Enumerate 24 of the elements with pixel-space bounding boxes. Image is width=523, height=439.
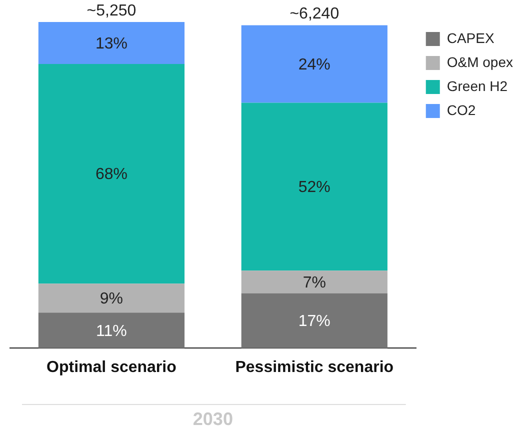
bar	[38, 22, 185, 64]
legend-label: CO2	[446, 102, 476, 118]
bar	[38, 312, 185, 348]
data-label: 24%	[298, 56, 330, 74]
data-label: 9%	[100, 290, 124, 308]
bar	[38, 64, 185, 284]
data-label: 17%	[298, 313, 330, 330]
legend-label: O&M opex	[446, 54, 514, 70]
annotation: ~6,240	[290, 6, 340, 23]
x-tick-label: Optimal scenario	[46, 359, 177, 376]
bar	[241, 270, 388, 294]
data-label: 11%	[96, 322, 127, 340]
data-label: 52%	[298, 179, 330, 196]
data-label: 13%	[95, 35, 128, 52]
legend-label: CAPEX	[446, 30, 495, 46]
data-label: 68%	[95, 166, 128, 184]
bar	[241, 25, 388, 103]
legend-label: Green H2	[446, 78, 508, 94]
text: ~5,250	[86, 2, 136, 20]
data-label: 7%	[302, 274, 326, 292]
bar	[241, 293, 388, 348]
x-tick-label: Pessimistic scenario	[235, 359, 394, 376]
bar	[38, 284, 185, 313]
bar	[241, 102, 388, 271]
